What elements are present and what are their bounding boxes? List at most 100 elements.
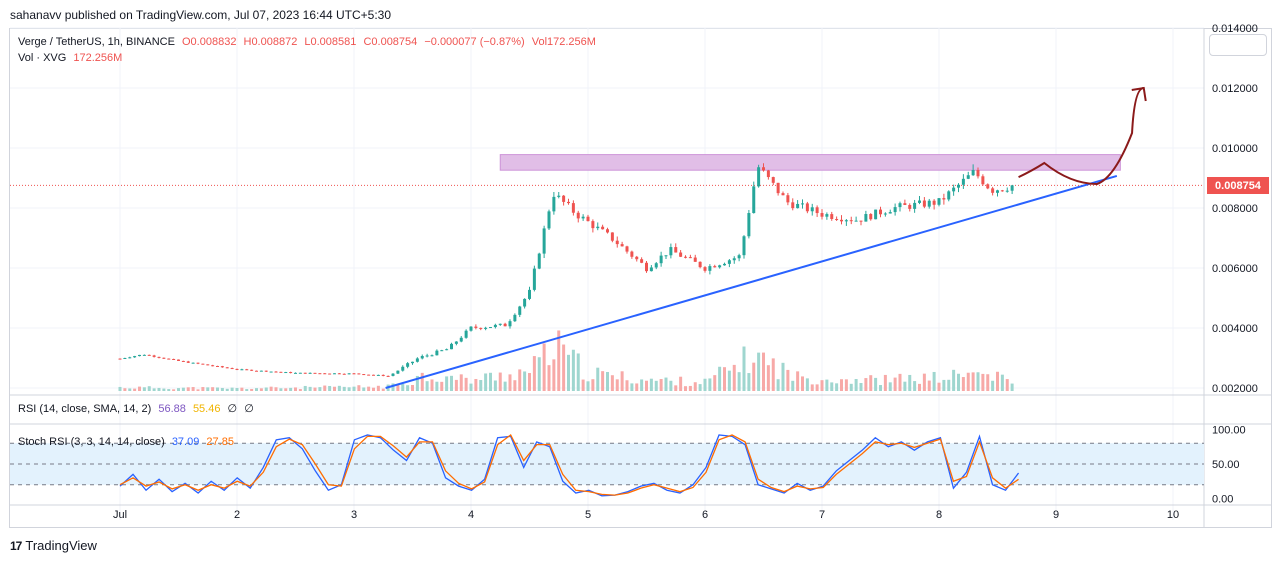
candle-body xyxy=(133,356,137,358)
candle-body xyxy=(216,365,219,367)
candle-body xyxy=(493,324,497,328)
candle-body xyxy=(435,350,439,356)
candle-body xyxy=(211,365,215,367)
candle-body xyxy=(869,214,873,220)
candle-body xyxy=(542,228,546,254)
candle-body xyxy=(201,363,205,365)
candle-body xyxy=(805,203,809,212)
rsi-label[interactable]: RSI (14, close, SMA, 14, 2) xyxy=(18,403,152,415)
candle-body xyxy=(289,372,293,374)
candle-body xyxy=(323,373,327,375)
volume-bar xyxy=(372,387,375,391)
ascending-trendline xyxy=(385,174,1118,389)
candle-body xyxy=(947,191,951,200)
candle-body xyxy=(674,247,678,253)
volume-bar xyxy=(844,379,848,391)
candle-body xyxy=(235,368,239,370)
candle-body xyxy=(308,372,312,374)
volume-bar xyxy=(801,376,804,391)
legend-high: H0.008872 xyxy=(243,36,298,48)
volume-bar xyxy=(201,387,205,391)
volume-bar xyxy=(908,374,912,391)
candle-body xyxy=(708,266,712,271)
volume-bar xyxy=(786,369,790,391)
candle-body xyxy=(425,355,429,357)
rsi-empty-1: ∅ xyxy=(227,403,238,415)
candle-body xyxy=(591,221,595,229)
volume-bar xyxy=(703,378,707,391)
candle-body xyxy=(498,323,502,325)
stoch-rsi-label[interactable]: Stoch RSI (3, 3, 14, 14, close) xyxy=(18,436,165,448)
candle-body xyxy=(484,327,488,329)
volume-bar xyxy=(328,385,332,391)
candle-body xyxy=(401,366,405,371)
volume-bar xyxy=(264,387,268,391)
last-price-tag: 0.008754 xyxy=(1207,177,1269,194)
volume-bar xyxy=(484,373,488,391)
volume-bar xyxy=(571,349,575,391)
volume-bar xyxy=(425,381,429,391)
candle-body xyxy=(903,203,907,205)
candle-body xyxy=(450,343,453,350)
volume-bar xyxy=(966,372,970,391)
candle-body xyxy=(786,195,790,203)
price-tick-label: 0.008000 xyxy=(1212,203,1258,215)
candle-body xyxy=(333,373,336,375)
volume-bar xyxy=(401,384,405,391)
volume-bar xyxy=(167,389,171,391)
volume-bar xyxy=(537,357,541,391)
volume-bar xyxy=(503,381,507,391)
candle-body xyxy=(128,357,132,359)
candle-body xyxy=(776,182,780,194)
candle-body xyxy=(864,214,868,222)
volume-bar xyxy=(479,380,483,391)
candle-body xyxy=(342,373,346,375)
candle-body xyxy=(518,306,522,315)
legend-change: −0.000077 (−0.87%) xyxy=(424,36,525,48)
legend-symbol[interactable]: Verge / TetherUS, 1h, BINANCE xyxy=(18,36,175,48)
volume-label[interactable]: Vol · XVG xyxy=(18,52,67,64)
price-tick-label: 0.006000 xyxy=(1212,263,1258,275)
volume-bar xyxy=(362,387,366,391)
candle-body xyxy=(922,200,926,207)
candle-body xyxy=(352,373,356,375)
candle-body xyxy=(581,216,585,219)
candle-body xyxy=(610,232,614,241)
volume-bar xyxy=(498,372,502,391)
candle-body xyxy=(747,213,751,237)
volume-bar xyxy=(367,386,371,391)
volume-bar xyxy=(805,378,809,391)
volume-bar xyxy=(381,388,385,391)
publish-header: sahanavv published on TradingView.com, J… xyxy=(10,8,392,22)
volume-bar xyxy=(830,382,834,391)
candle-body xyxy=(981,176,985,185)
candle-body xyxy=(269,371,273,373)
volume-bar xyxy=(757,352,761,391)
volume-bar xyxy=(181,387,185,391)
volume-bars xyxy=(118,330,1014,391)
candle-body xyxy=(654,263,658,268)
candle-body xyxy=(820,213,824,217)
legend-vol: Vol172.256M xyxy=(531,36,596,48)
volume-bar xyxy=(391,383,395,391)
candle-body xyxy=(167,358,171,360)
volume-bar xyxy=(269,386,273,391)
candle-body xyxy=(957,184,960,188)
candle-body xyxy=(220,366,224,368)
scale-settings-button[interactable] xyxy=(1209,34,1267,56)
candle-body xyxy=(177,359,180,361)
volume-bar xyxy=(815,384,819,391)
volume-bar xyxy=(411,384,414,391)
volume-bar xyxy=(430,379,434,391)
volume-bar xyxy=(996,371,999,391)
volume-bar xyxy=(396,384,400,391)
candle-body xyxy=(372,374,375,376)
volume-bar xyxy=(893,377,897,391)
volume-bar xyxy=(289,387,293,391)
price-axis: 0.002000 0.004000 0.006000 0.008000 0.010000… xyxy=(1212,23,1258,395)
volume-bar xyxy=(528,373,531,391)
tradingview-logo[interactable]: 17 TradingView xyxy=(10,538,97,553)
candle-body xyxy=(791,202,795,209)
volume-bar xyxy=(532,356,536,391)
